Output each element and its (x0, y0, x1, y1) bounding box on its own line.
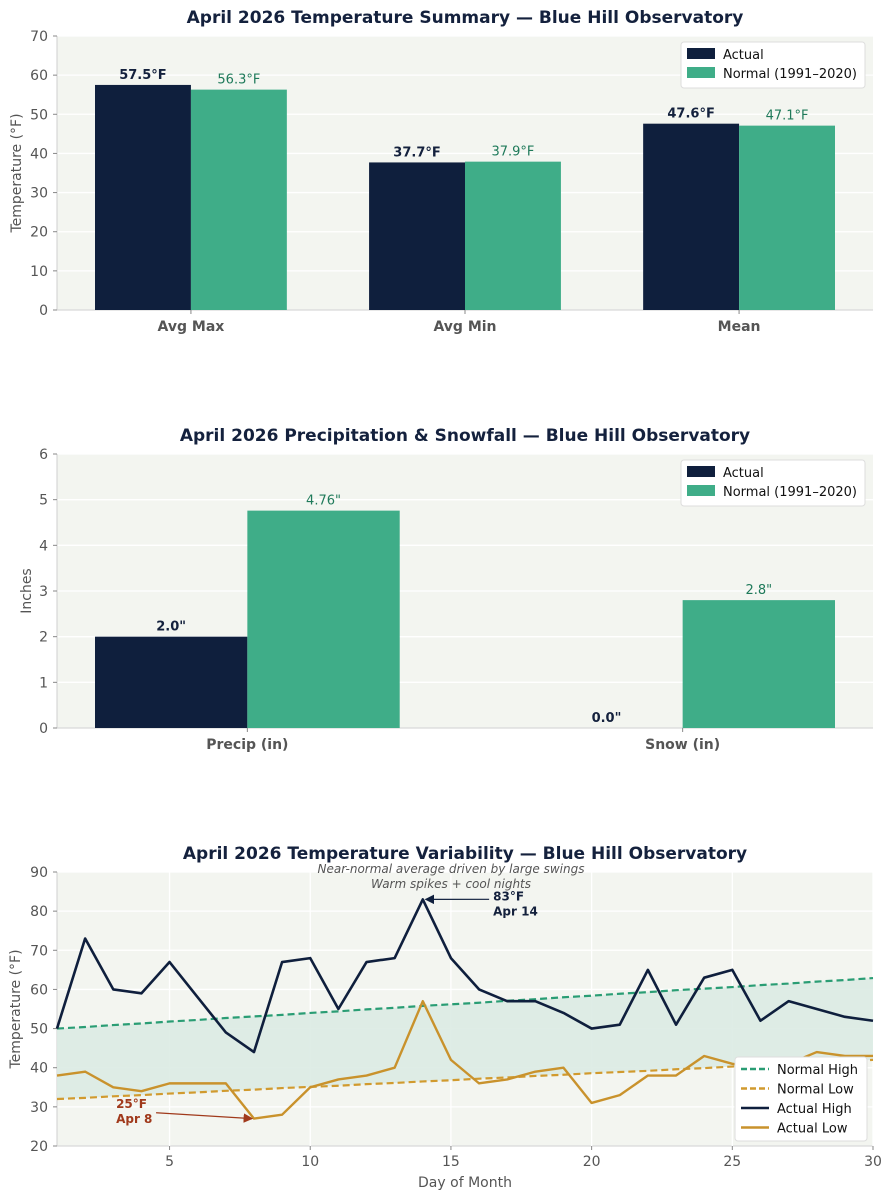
y-tick-label: 1 (39, 675, 48, 691)
legend-box (680, 459, 866, 507)
category-label-avg-min: Avg Min (433, 319, 496, 335)
y-tick-label: 20 (30, 1139, 48, 1155)
y-tick-label: 30 (30, 186, 48, 202)
bar-normal-1991-2020-mean (739, 125, 835, 310)
chart-2: April 2026 Precipitation & Snowfall — Bl… (19, 426, 873, 753)
y-tick-label: 0 (39, 721, 48, 737)
y-tick-label: 4 (39, 538, 48, 554)
data-label-normal-1991-2020-avg-max: 56.3°F (217, 73, 260, 88)
x-tick-label: 15 (442, 1154, 460, 1170)
y-axis-label: Temperature (°F) (9, 113, 25, 233)
y-tick-label: 40 (30, 146, 48, 162)
data-label-actual-avg-min: 37.7°F (393, 145, 440, 160)
data-label-actual-snow-in: 0.0" (592, 711, 622, 726)
data-label-actual-avg-max: 57.5°F (119, 68, 166, 83)
legend: Actual Normal (1991–2020) (680, 459, 866, 507)
chart-3: April 2026 Temperature Variability — Blu… (8, 844, 882, 1191)
category-label-avg-max: Avg Max (158, 319, 225, 335)
x-tick-label: 10 (301, 1154, 319, 1170)
y-tick-label: 3 (39, 584, 48, 600)
legend-box (680, 41, 866, 89)
legend-label-actual-high: Actual High (777, 1102, 852, 1117)
legend-label-normal-1991-2020: Normal (1991–2020) (723, 67, 857, 82)
bar-normal-1991-2020-avg-max (190, 89, 287, 310)
bar-normal-1991-2020-precip-in (247, 510, 400, 728)
x-tick-label: 25 (723, 1154, 741, 1170)
bar-actual-mean (643, 123, 740, 311)
x-tick-label: 30 (864, 1154, 882, 1170)
chart-title: April 2026 Temperature Variability — Blu… (183, 844, 747, 864)
y-tick-label: 60 (30, 982, 48, 998)
annotation-peak-line-1: 83°F (493, 889, 524, 903)
annotation-low-line-2: Apr 8 (116, 1112, 152, 1126)
x-tick-label: 5 (165, 1154, 174, 1170)
legend-label-actual: Actual (723, 466, 764, 481)
series-line-actual-high (55, 898, 874, 1054)
y-axis-label: Temperature (°F) (8, 949, 24, 1069)
legend-label-actual-low: Actual Low (777, 1122, 848, 1137)
category-label-precip-in: Precip (in) (206, 737, 288, 753)
data-label-normal-1991-2020-avg-min: 37.9°F (491, 145, 534, 160)
legend-label-normal-1991-2020: Normal (1991–2020) (723, 485, 857, 500)
annotation-arrow-low (156, 1112, 254, 1123)
subtitle-line-2: Warm spikes + cool nights (371, 877, 531, 891)
annotation-low-line-1: 25°F (116, 1097, 147, 1111)
bar-normal-1991-2020-snow-in (682, 600, 835, 728)
category-label-snow-in: Snow (in) (645, 737, 720, 753)
y-tick-label: 0 (39, 303, 48, 319)
data-label-actual-mean: 47.6°F (667, 107, 714, 122)
y-tick-label: 6 (39, 447, 48, 463)
legend-swatch-normal-1991-2020 (687, 485, 715, 496)
chart-title: April 2026 Temperature Summary — Blue Hi… (187, 8, 744, 28)
y-tick-label: 70 (30, 943, 48, 959)
y-tick-label: 20 (30, 225, 48, 241)
bar-actual-avg-min (369, 162, 465, 310)
legend-label-actual: Actual (723, 48, 764, 63)
y-axis-label: Inches (19, 568, 35, 613)
x-axis-label: Day of Month (418, 1175, 512, 1191)
chart-title: April 2026 Precipitation & Snowfall — Bl… (180, 426, 750, 446)
legend-swatch-actual (687, 48, 715, 59)
y-tick-label: 50 (30, 107, 48, 123)
y-tick-label: 30 (30, 1100, 48, 1116)
subtitle-line-1: Near-normal average driven by large swin… (318, 862, 585, 876)
series-line-normal-high (56, 976, 874, 1030)
y-tick-label: 2 (39, 630, 48, 646)
legend-swatch-normal-1991-2020 (687, 67, 715, 78)
y-tick-label: 90 (30, 865, 48, 881)
legend: Normal High Normal Low Actual High Actual L… (734, 1056, 868, 1142)
y-tick-label: 80 (30, 904, 48, 920)
bar-actual-precip-in (95, 636, 248, 728)
legend-label-normal-high: Normal High (777, 1063, 858, 1078)
legend-box (734, 1056, 868, 1142)
y-tick-label: 5 (39, 493, 48, 509)
data-label-normal-1991-2020-mean: 47.1°F (766, 109, 809, 124)
y-tick-label: 40 (30, 1061, 48, 1077)
y-tick-label: 70 (30, 29, 48, 45)
category-label-mean: Mean (718, 319, 761, 335)
chart-1: April 2026 Temperature Summary — Blue Hi… (9, 8, 873, 335)
y-tick-label: 10 (30, 264, 48, 280)
series-line-normal-low (56, 1058, 874, 1101)
bar-normal-1991-2020-avg-min (465, 161, 561, 310)
legend: Actual Normal (1991–2020) (680, 41, 866, 89)
x-tick-label: 20 (583, 1154, 601, 1170)
data-label-normal-1991-2020-precip-in: 4.76" (306, 494, 341, 509)
data-label-actual-precip-in: 2.0" (156, 620, 186, 635)
y-tick-label: 60 (30, 68, 48, 84)
legend-swatch-actual (687, 466, 715, 477)
legend-label-normal-low: Normal Low (777, 1083, 854, 1098)
bar-actual-avg-max (95, 84, 191, 310)
data-label-normal-1991-2020-snow-in: 2.8" (745, 583, 772, 598)
annotation-peak-line-2: Apr 14 (493, 904, 538, 918)
y-tick-label: 50 (30, 1022, 48, 1038)
